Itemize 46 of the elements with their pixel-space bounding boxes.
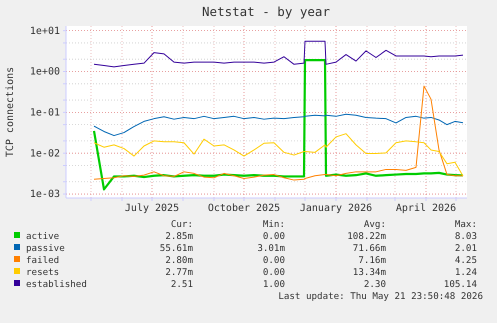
text: 0.00 <box>262 267 285 278</box>
text: 71.66m <box>352 243 386 254</box>
text: 0.00 <box>262 255 285 266</box>
chart-title: Netstat - by year <box>202 4 330 19</box>
legend-label: resets <box>26 267 60 278</box>
text: 2.30 <box>364 279 386 290</box>
x-tick-label: October 2025 <box>208 203 280 214</box>
x-tick-label: July 2025 <box>124 203 180 214</box>
text: 3.01m <box>257 243 286 254</box>
text: 0.00 <box>262 231 285 242</box>
text: 4.25 <box>454 255 477 266</box>
text: 1.00 <box>262 279 285 290</box>
text: 55.61m <box>160 243 194 254</box>
y-tick-label: 1e-01 <box>30 108 60 119</box>
legend-label: established <box>26 279 87 290</box>
legend-label: active <box>26 231 60 242</box>
text: Cur: <box>170 219 193 230</box>
text: Avg: <box>364 219 386 230</box>
text: Max: <box>454 219 477 230</box>
y-tick-label: 1e+01 <box>30 26 60 37</box>
text: 7.16m <box>358 255 386 266</box>
y-axis-title: TCP connections <box>5 66 16 158</box>
line-series <box>92 59 464 190</box>
text: Min: <box>262 219 285 230</box>
line-series <box>94 86 464 181</box>
text: 2.51 <box>170 279 193 290</box>
text: 13.34m <box>352 267 386 278</box>
x-tick-label: April 2026 <box>396 203 456 214</box>
text: 2.77m <box>165 267 194 278</box>
text: Last update: Thu May 21 23:50:48 2026 <box>278 291 483 302</box>
text: 2.85m <box>165 231 194 242</box>
legend-label: failed <box>26 255 60 266</box>
x-tick-label: January 2026 <box>300 203 372 214</box>
text: 2.01 <box>454 243 477 254</box>
line-series <box>94 40 464 68</box>
text: 105.14 <box>444 279 478 290</box>
line-series <box>94 133 464 176</box>
legend-label: passive <box>26 243 65 254</box>
text: 8.03 <box>454 231 477 242</box>
y-tick-label: 1e+00 <box>30 66 60 78</box>
text: 1.24 <box>454 267 478 278</box>
y-tick-label: 1e-02 <box>30 148 60 160</box>
line-series <box>94 114 464 136</box>
text: 2.80m <box>165 255 194 266</box>
text: 108.22m <box>347 231 386 242</box>
y-tick-label: 1e-03 <box>30 189 60 200</box>
